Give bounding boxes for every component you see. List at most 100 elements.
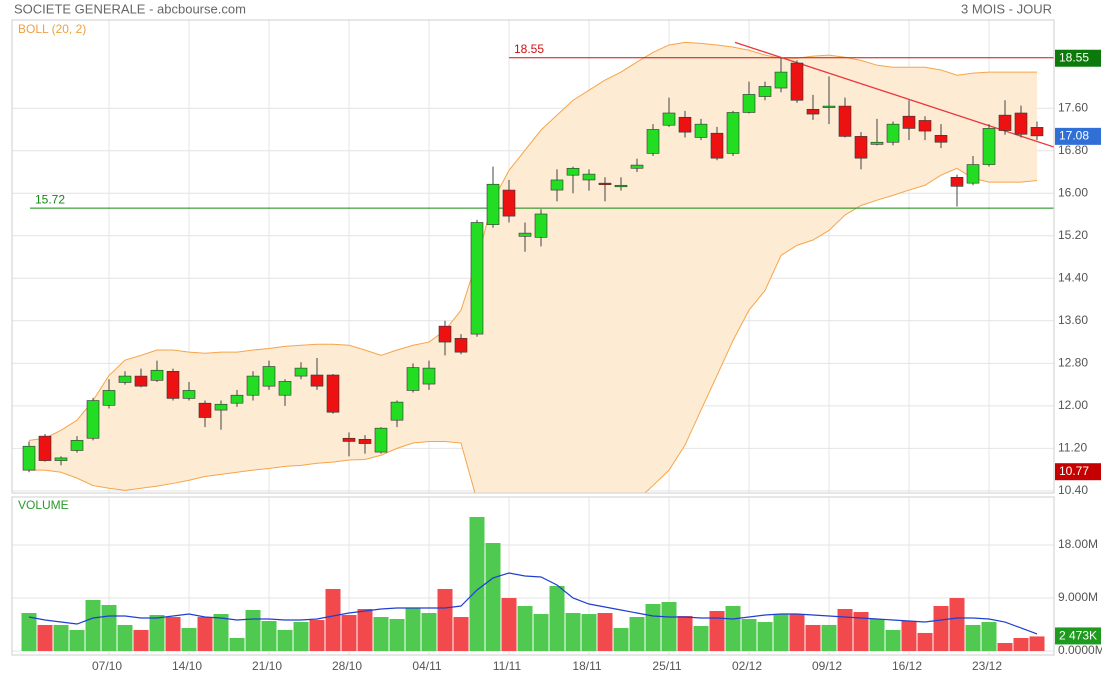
volume-bar: [917, 632, 933, 651]
volume-bar: [341, 615, 357, 651]
volume-bar: [677, 616, 693, 651]
candle-body: [198, 402, 212, 418]
candle-body: [166, 370, 180, 399]
volume-bar: [405, 608, 421, 651]
volume-bar: [869, 619, 885, 651]
level-label: 15.72: [35, 192, 65, 206]
volume-badge: [1055, 627, 1101, 645]
volume-bar: [165, 617, 181, 651]
x-tick-label: 21/10: [252, 659, 282, 673]
volume-bar: [309, 620, 325, 651]
x-tick-label: 28/10: [332, 659, 362, 673]
y-tick-label: 12.00: [1058, 398, 1088, 412]
candle-body: [774, 71, 788, 89]
volume-bar: [133, 629, 149, 651]
volume-bar: [389, 619, 405, 651]
candle-body: [870, 141, 884, 145]
candle-body: [390, 401, 404, 421]
candle-body: [758, 86, 772, 97]
volume-bar: [37, 624, 53, 651]
y-tick-label: 0.0000M: [1058, 643, 1102, 657]
y-tick-label: 17.60: [1058, 100, 1088, 114]
overlay: 07/10 14/10 21/10 28/10 04/11 11/11 18/11 25/11…: [35, 42, 1102, 673]
candle-body: [374, 427, 388, 453]
volume-bar: [645, 604, 661, 651]
volume-panel: [11, 496, 1055, 656]
volume-bar: [965, 624, 981, 651]
volume-bar: [597, 613, 613, 651]
volume-bar: [469, 517, 485, 651]
y-tick-label: 12.80: [1058, 355, 1088, 369]
candle-body: [534, 213, 548, 238]
price-panel: [11, 19, 1055, 494]
volume-bar: [501, 597, 517, 651]
indicator-label: BOLL (20, 2): [18, 22, 86, 36]
volume-bar: [21, 613, 37, 651]
y-tick-label: 16.80: [1058, 143, 1088, 157]
volume-bar: [85, 599, 101, 651]
candle-body: [854, 136, 868, 159]
volume-bar: [245, 610, 261, 651]
bollinger-band-fill: [29, 42, 1037, 493]
candle-body: [726, 112, 740, 154]
volume-bar: [421, 613, 437, 651]
candle-body: [86, 400, 100, 439]
candle-body: [790, 62, 804, 101]
volume-bar: [757, 622, 773, 651]
candle-body: [342, 437, 356, 442]
volume-bar: [69, 629, 85, 651]
candle-body: [582, 173, 596, 181]
bollinger-lower: [29, 167, 1038, 493]
volume-bar: [197, 617, 213, 651]
x-tick-label: 02/12: [732, 659, 762, 673]
x-tick-label: 07/10: [92, 659, 122, 673]
candle-body: [310, 374, 324, 387]
period: 3 MOIS - JOUR: [961, 1, 1052, 16]
candle-body: [982, 128, 996, 165]
candle-body: [614, 184, 628, 188]
candle-body: [150, 369, 164, 381]
volume-bar: [949, 597, 965, 651]
price-plot: [12, 20, 1054, 493]
candle-body: [102, 390, 116, 406]
y-tick-label: 10.40: [1058, 483, 1088, 497]
x-tick-label: 09/12: [812, 659, 842, 673]
volume-bar: [1029, 636, 1045, 651]
volume-bar: [885, 629, 901, 651]
y-tick-label: 14.40: [1058, 270, 1088, 284]
candle-body: [406, 367, 420, 391]
candle-body: [598, 182, 612, 185]
y-tick-label: 18.00M: [1058, 537, 1098, 551]
volume-bar: [261, 621, 277, 651]
candle-body: [278, 381, 292, 396]
y-tick-label: 16.00: [1058, 185, 1088, 199]
candle-body: [70, 440, 84, 451]
candle-body: [230, 394, 244, 404]
level-label: 18.55: [514, 42, 544, 56]
x-tick-label: 16/12: [892, 659, 922, 673]
candle-body: [22, 445, 36, 471]
price-badge: [1055, 463, 1101, 481]
volume-bar: [981, 622, 997, 651]
volume-badge-label: 2 473K: [1059, 629, 1097, 643]
volume-bar: [549, 585, 565, 651]
x-tick-label: 23/12: [972, 659, 1002, 673]
volume-bar: [117, 624, 133, 651]
candle-body: [806, 108, 820, 115]
volume-bar: [725, 606, 741, 651]
y-tick-label: 11.20: [1058, 441, 1087, 455]
candle-body: [294, 367, 308, 377]
volume-bar: [533, 614, 549, 651]
volume-bar: [437, 588, 453, 651]
x-tick-label: 11/11: [493, 659, 522, 673]
candle-body: [502, 189, 516, 217]
y-tick-label: 15.20: [1058, 228, 1088, 242]
volume-bar: [1013, 637, 1029, 651]
volume-bar: [837, 609, 853, 651]
candle-body: [694, 123, 708, 138]
level-badge: [1055, 49, 1101, 67]
candle-body: [966, 164, 980, 184]
candle-body: [246, 375, 260, 396]
volume-bar: [613, 627, 629, 651]
candle-body: [678, 116, 692, 133]
